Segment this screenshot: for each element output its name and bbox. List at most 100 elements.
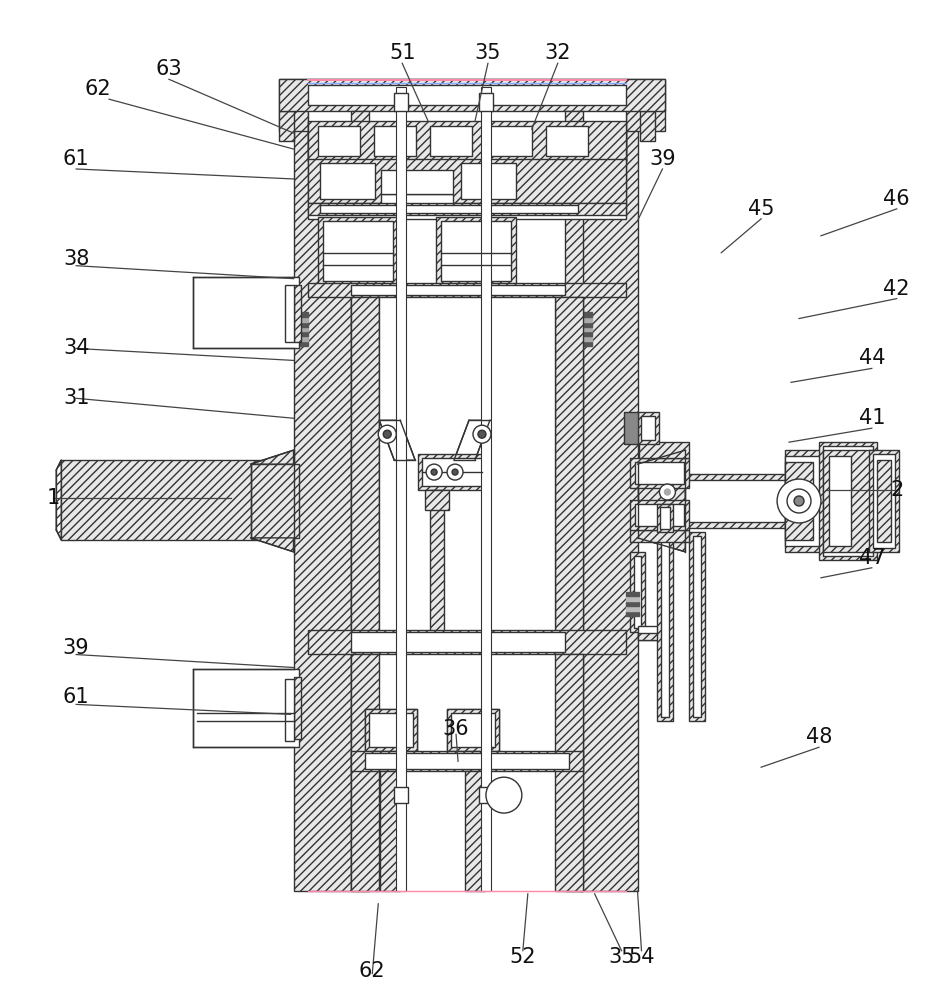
Polygon shape bbox=[637, 538, 685, 552]
Polygon shape bbox=[454, 420, 490, 460]
Text: 51: 51 bbox=[389, 43, 415, 63]
Text: 46: 46 bbox=[884, 189, 910, 209]
Bar bbox=[308, 109, 625, 161]
Bar bbox=[352, 111, 369, 891]
Text: 61: 61 bbox=[63, 687, 89, 707]
Bar bbox=[573, 327, 591, 331]
Bar bbox=[369, 713, 414, 747]
Bar bbox=[625, 607, 639, 611]
Text: 39: 39 bbox=[650, 149, 676, 169]
Polygon shape bbox=[251, 538, 293, 552]
Bar bbox=[555, 297, 583, 640]
Bar bbox=[630, 500, 689, 530]
Bar bbox=[293, 111, 352, 891]
Circle shape bbox=[665, 489, 670, 495]
Text: 52: 52 bbox=[509, 947, 536, 967]
Bar bbox=[193, 669, 299, 747]
Bar bbox=[785, 450, 822, 552]
Bar bbox=[61, 460, 301, 540]
Text: 34: 34 bbox=[63, 338, 89, 358]
Bar bbox=[366, 709, 417, 751]
Bar bbox=[352, 654, 379, 891]
Text: 62: 62 bbox=[85, 79, 112, 99]
Bar bbox=[869, 450, 899, 552]
Circle shape bbox=[794, 496, 804, 506]
Text: 44: 44 bbox=[858, 348, 885, 368]
Bar bbox=[573, 312, 591, 317]
Bar bbox=[382, 194, 453, 206]
Bar bbox=[319, 126, 360, 156]
Bar bbox=[308, 203, 625, 215]
Bar bbox=[308, 121, 625, 161]
Bar bbox=[630, 530, 689, 542]
Polygon shape bbox=[56, 460, 61, 540]
Bar bbox=[481, 87, 491, 891]
Bar bbox=[641, 416, 655, 440]
Bar bbox=[689, 532, 705, 721]
Bar bbox=[308, 131, 625, 219]
Bar bbox=[479, 93, 493, 111]
Bar bbox=[323, 221, 393, 281]
Text: 31: 31 bbox=[63, 388, 89, 408]
Bar bbox=[685, 474, 785, 528]
Bar bbox=[657, 532, 673, 721]
Text: 42: 42 bbox=[884, 279, 910, 299]
Bar bbox=[625, 597, 639, 601]
Bar bbox=[436, 217, 516, 285]
Bar bbox=[290, 317, 308, 322]
Bar bbox=[637, 464, 685, 538]
Bar bbox=[379, 297, 555, 640]
Text: 35: 35 bbox=[608, 947, 635, 967]
Text: 39: 39 bbox=[63, 638, 89, 658]
Circle shape bbox=[426, 464, 442, 480]
Text: 32: 32 bbox=[544, 43, 571, 63]
Bar bbox=[819, 442, 877, 560]
Bar bbox=[422, 458, 482, 486]
Bar bbox=[441, 221, 510, 281]
Bar bbox=[662, 536, 669, 717]
Text: 47: 47 bbox=[858, 548, 885, 568]
Bar bbox=[308, 630, 625, 654]
Polygon shape bbox=[637, 450, 685, 464]
Bar bbox=[546, 126, 588, 156]
Bar bbox=[321, 163, 375, 199]
Bar bbox=[352, 297, 379, 640]
Bar bbox=[308, 283, 625, 297]
Bar bbox=[573, 341, 591, 346]
Bar bbox=[290, 327, 308, 331]
Bar bbox=[352, 632, 565, 652]
Text: 2: 2 bbox=[890, 480, 903, 500]
Bar bbox=[193, 277, 299, 348]
Circle shape bbox=[777, 479, 821, 523]
Bar bbox=[625, 612, 639, 616]
Circle shape bbox=[486, 777, 522, 813]
Bar bbox=[623, 412, 637, 444]
Bar bbox=[352, 285, 565, 295]
Circle shape bbox=[473, 425, 491, 443]
Bar bbox=[321, 205, 578, 213]
Bar bbox=[381, 771, 400, 891]
Bar bbox=[873, 454, 895, 548]
Bar bbox=[565, 111, 583, 891]
Bar bbox=[278, 111, 293, 141]
Text: 48: 48 bbox=[806, 727, 832, 747]
Bar bbox=[465, 771, 485, 891]
Bar bbox=[290, 331, 308, 336]
Text: 35: 35 bbox=[475, 43, 501, 63]
Bar bbox=[285, 285, 293, 342]
Circle shape bbox=[447, 464, 463, 480]
Bar bbox=[251, 464, 299, 538]
Bar bbox=[490, 126, 532, 156]
Bar bbox=[634, 504, 684, 526]
Bar bbox=[479, 787, 493, 803]
Bar bbox=[431, 126, 472, 156]
Bar bbox=[694, 536, 701, 717]
Bar bbox=[308, 85, 625, 105]
Polygon shape bbox=[379, 420, 415, 460]
Bar bbox=[418, 454, 486, 490]
Bar bbox=[685, 480, 785, 522]
Bar bbox=[425, 490, 449, 510]
Bar bbox=[877, 460, 891, 542]
Bar bbox=[555, 654, 583, 891]
Bar bbox=[293, 285, 302, 342]
